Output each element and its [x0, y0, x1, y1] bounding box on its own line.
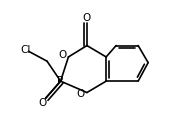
Text: P: P [57, 76, 64, 86]
Text: O: O [76, 89, 85, 99]
Text: O: O [59, 49, 67, 60]
Text: Cl: Cl [21, 45, 31, 55]
Text: O: O [38, 98, 46, 108]
Text: O: O [83, 13, 91, 23]
